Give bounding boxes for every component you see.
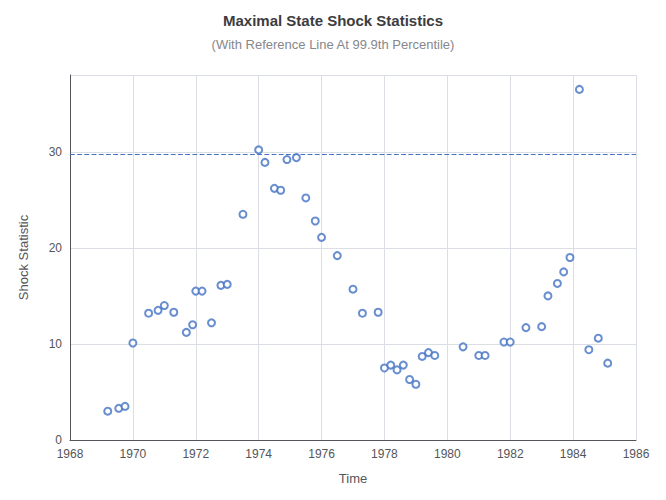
svg-text:1970: 1970	[120, 447, 147, 461]
svg-text:1974: 1974	[245, 447, 272, 461]
svg-text:30: 30	[49, 145, 63, 159]
svg-text:1984: 1984	[560, 447, 587, 461]
svg-text:10: 10	[49, 337, 63, 351]
svg-text:20: 20	[49, 241, 63, 255]
svg-text:0: 0	[55, 433, 62, 447]
svg-text:1976: 1976	[308, 447, 335, 461]
svg-text:Maximal State Shock Statistics: Maximal State Shock Statistics	[223, 12, 443, 29]
svg-text:1980: 1980	[434, 447, 461, 461]
svg-text:1986: 1986	[623, 447, 650, 461]
svg-text:1968: 1968	[57, 447, 84, 461]
svg-text:Shock Statistic: Shock Statistic	[16, 214, 31, 300]
svg-text:Time: Time	[339, 471, 367, 486]
svg-text:1982: 1982	[497, 447, 524, 461]
svg-text:1978: 1978	[371, 447, 398, 461]
svg-text:1972: 1972	[182, 447, 209, 461]
svg-text:(With Reference Line At 99.9th: (With Reference Line At 99.9th Percentil…	[212, 37, 455, 52]
